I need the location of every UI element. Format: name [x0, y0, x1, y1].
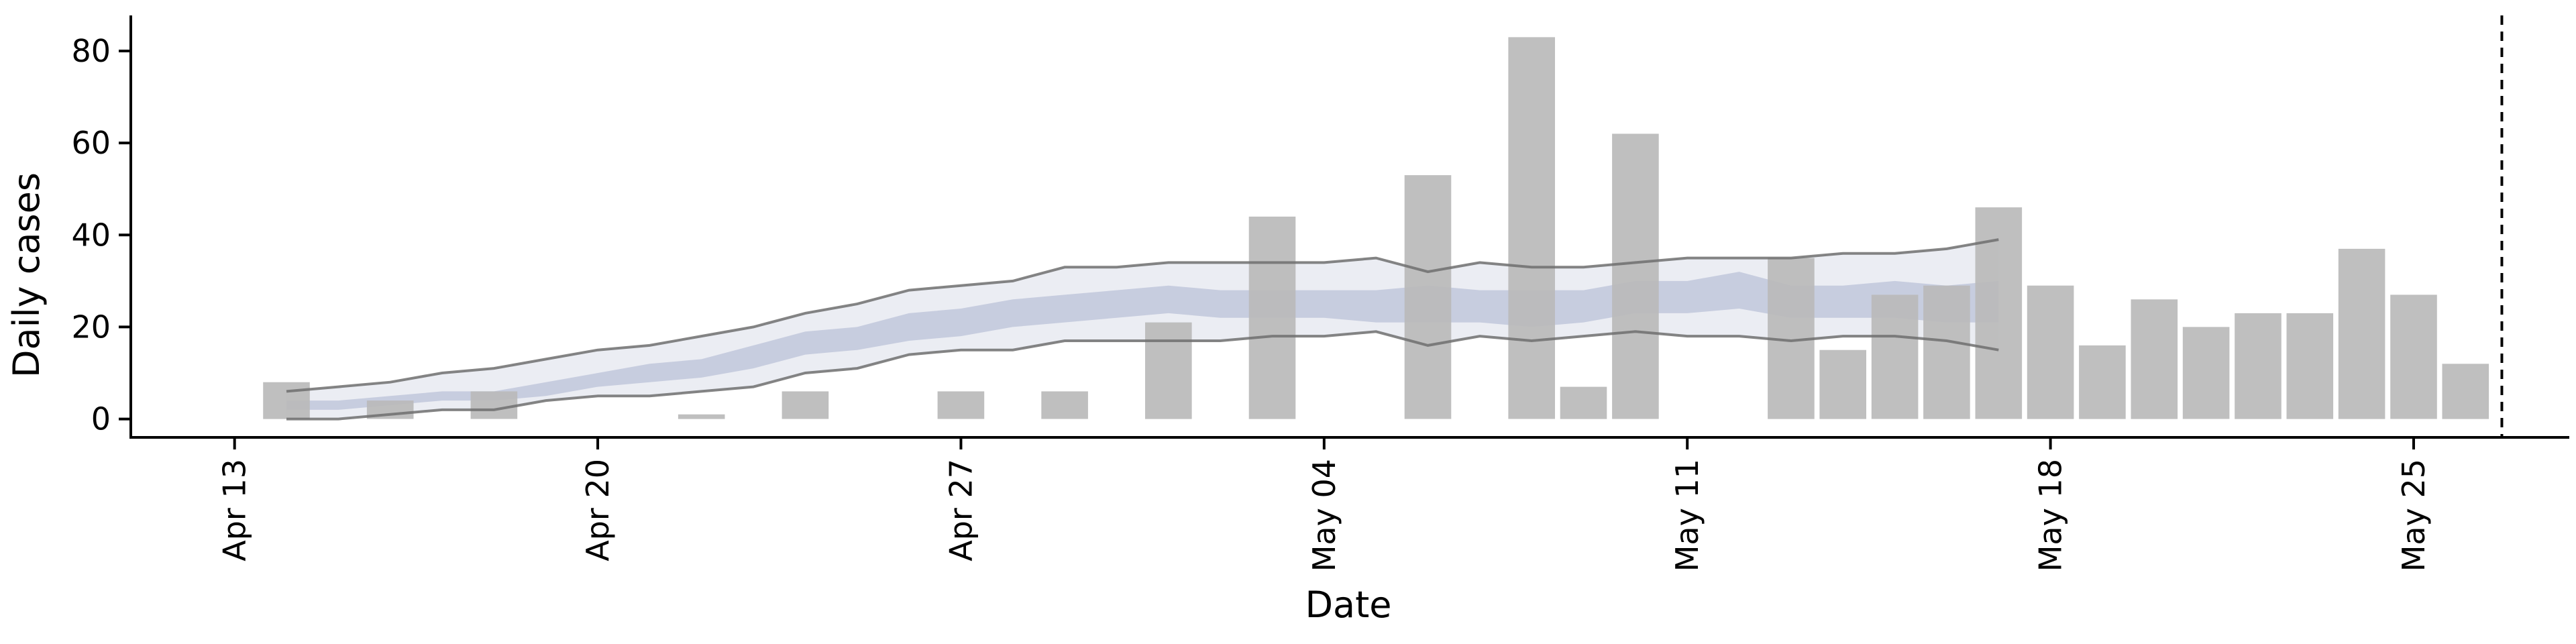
bar [2027, 285, 2074, 419]
x-tick-label: May 18 [2033, 459, 2069, 572]
x-tick-label: May 11 [1669, 459, 1705, 572]
bar [2235, 313, 2282, 419]
band-lower-line [286, 330, 1999, 421]
bar [1923, 285, 1970, 419]
band-upper-line [286, 238, 1999, 393]
bars-layer [263, 37, 2489, 421]
bar [470, 391, 518, 419]
bar [2442, 364, 2489, 419]
bar [2131, 299, 2178, 419]
bar [1871, 294, 1919, 419]
bar [782, 391, 829, 419]
bar [2390, 294, 2437, 419]
y-tick-label: 80 [71, 33, 111, 69]
x-axis-title: Date [1305, 584, 1391, 626]
bar [1404, 175, 1452, 419]
y-tick-label: 60 [71, 125, 111, 161]
bar [1145, 322, 1192, 419]
x-tick-label: Apr 27 [943, 459, 979, 561]
median-band-area [286, 272, 1999, 410]
x-tick-label: May 04 [1306, 459, 1342, 572]
y-tick-label: 20 [71, 309, 111, 345]
bar [1612, 133, 1659, 419]
axes-layer: 0 20 40 60 80 Apr 13 Apr 20 Apr 27 May 04 May 11 M… [71, 15, 2569, 572]
bar [1508, 37, 1555, 419]
bar [1819, 350, 1866, 419]
bar [2338, 248, 2385, 419]
bar [263, 382, 310, 419]
bar [2286, 313, 2334, 419]
bar [937, 391, 985, 419]
bar [2079, 345, 2126, 419]
bar [1560, 386, 1607, 419]
x-tick-label: May 25 [2396, 459, 2432, 572]
x-tick-label: Apr 20 [580, 459, 616, 561]
bar [1975, 207, 2023, 419]
y-tick-label: 0 [91, 401, 111, 437]
bar [1041, 391, 1088, 419]
y-tick-label: 40 [71, 217, 111, 253]
bar [678, 414, 725, 419]
x-tick-label: Apr 13 [217, 459, 253, 561]
credible-interval-layer [286, 239, 1999, 419]
bar [1248, 216, 1296, 419]
y-axis-title: Daily cases [5, 172, 48, 378]
bar [2182, 327, 2230, 419]
